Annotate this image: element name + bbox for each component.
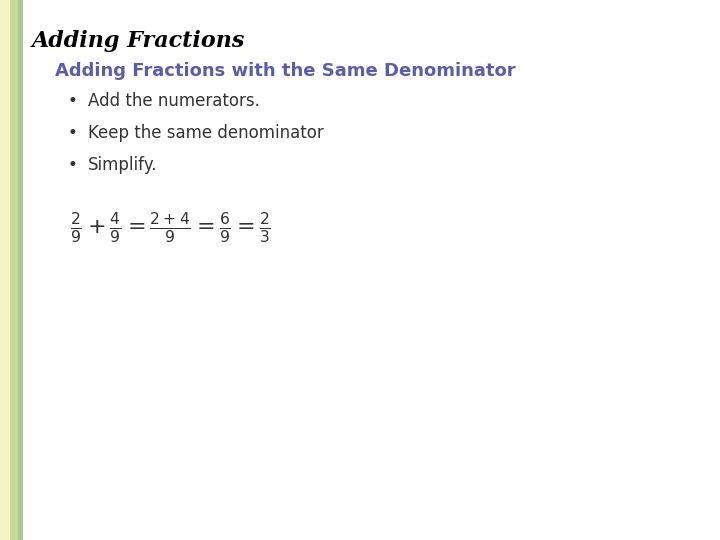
Text: Keep the same denominator: Keep the same denominator: [88, 124, 324, 142]
Bar: [10, 0, 18, 540]
Text: •: •: [68, 124, 78, 142]
Text: Adding Fractions with the Same Denominator: Adding Fractions with the Same Denominat…: [55, 62, 516, 80]
Bar: [18, 0, 23, 540]
Text: $\frac{2}{9}+\frac{4}{9}=\frac{2+4}{9}=\frac{6}{9}=\frac{2}{3}$: $\frac{2}{9}+\frac{4}{9}=\frac{2+4}{9}=\…: [70, 210, 271, 245]
Text: Simplify.: Simplify.: [88, 156, 158, 174]
Bar: [0, 0, 10, 540]
Text: Adding Fractions: Adding Fractions: [32, 30, 246, 52]
Text: Add the numerators.: Add the numerators.: [88, 92, 260, 110]
Text: •: •: [68, 156, 78, 174]
Text: •: •: [68, 92, 78, 110]
